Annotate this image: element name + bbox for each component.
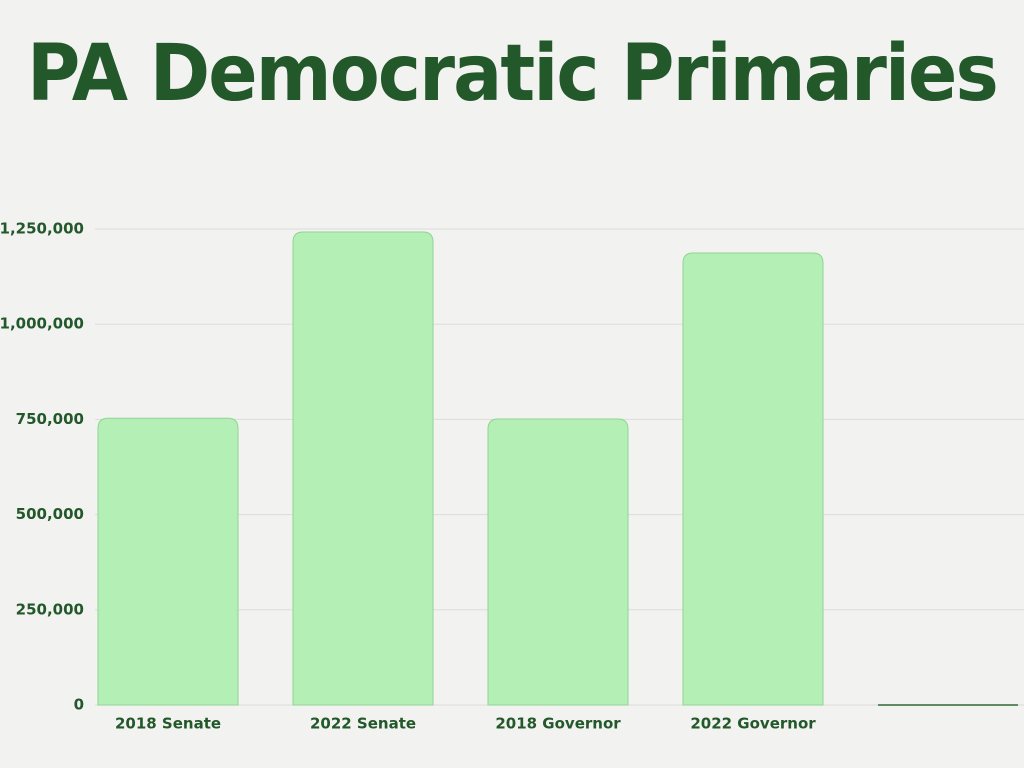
y-tick-label: 0 [74, 696, 84, 714]
x-tick-label: 2018 Senate [115, 715, 221, 733]
bar [682, 252, 824, 706]
x-tick-label: 2022 Senate [310, 715, 416, 733]
x-tick-label: 2018 Governor [495, 715, 621, 733]
y-tick-label: 750,000 [16, 410, 84, 428]
chart-title: PA Democratic Primaries [27, 29, 997, 119]
y-tick-label: 1,000,000 [0, 315, 84, 333]
bar [487, 418, 629, 706]
x-tick-label: 2022 Governor [690, 715, 816, 733]
bar [292, 231, 434, 706]
y-tick-label: 250,000 [16, 600, 84, 618]
y-tick-label: 1,250,000 [0, 220, 84, 238]
y-tick-label: 500,000 [16, 505, 84, 523]
bar [97, 417, 239, 706]
